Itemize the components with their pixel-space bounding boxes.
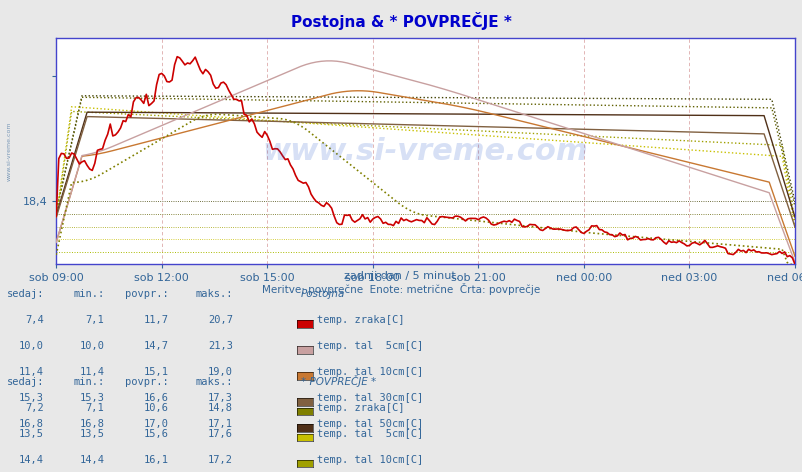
- Text: 13,5: 13,5: [19, 429, 44, 438]
- Text: sedaj:: sedaj:: [6, 289, 44, 299]
- Text: 10,0: 10,0: [79, 341, 104, 351]
- Text: Meritve: povprečne  Enote: metrične  Črta: povprečje: Meritve: povprečne Enote: metrične Črta:…: [262, 283, 540, 295]
- Text: zadnji dan / 5 minut.: zadnji dan / 5 minut.: [343, 271, 459, 281]
- Text: 7,1: 7,1: [86, 315, 104, 325]
- Text: 15,1: 15,1: [144, 367, 168, 377]
- Text: 11,4: 11,4: [19, 367, 44, 377]
- Text: 7,2: 7,2: [26, 403, 44, 413]
- Text: 21,3: 21,3: [208, 341, 233, 351]
- Text: maks.:: maks.:: [195, 289, 233, 299]
- Text: povpr.:: povpr.:: [125, 377, 168, 387]
- Text: 20,7: 20,7: [208, 315, 233, 325]
- Text: temp. tal 50cm[C]: temp. tal 50cm[C]: [317, 419, 423, 429]
- Text: temp. zraka[C]: temp. zraka[C]: [317, 403, 404, 413]
- Text: temp. tal  5cm[C]: temp. tal 5cm[C]: [317, 429, 423, 438]
- Text: min.:: min.:: [73, 377, 104, 387]
- Text: 17,6: 17,6: [208, 429, 233, 438]
- Text: Postojna: Postojna: [301, 289, 345, 299]
- Text: 15,3: 15,3: [19, 393, 44, 403]
- Text: 16,8: 16,8: [19, 419, 44, 429]
- Text: 16,8: 16,8: [79, 419, 104, 429]
- Text: temp. zraka[C]: temp. zraka[C]: [317, 315, 404, 325]
- Text: www.si-vreme.com: www.si-vreme.com: [7, 121, 12, 181]
- Text: 17,0: 17,0: [144, 419, 168, 429]
- Text: 10,0: 10,0: [19, 341, 44, 351]
- Text: temp. tal 10cm[C]: temp. tal 10cm[C]: [317, 455, 423, 464]
- Text: 16,1: 16,1: [144, 455, 168, 464]
- Text: 19,0: 19,0: [208, 367, 233, 377]
- Text: min.:: min.:: [73, 289, 104, 299]
- Text: 14,4: 14,4: [19, 455, 44, 464]
- Text: 11,7: 11,7: [144, 315, 168, 325]
- Text: 14,4: 14,4: [79, 455, 104, 464]
- Text: 15,3: 15,3: [79, 393, 104, 403]
- Text: 17,3: 17,3: [208, 393, 233, 403]
- Text: www.si-vreme.com: www.si-vreme.com: [262, 136, 588, 166]
- Text: temp. tal  5cm[C]: temp. tal 5cm[C]: [317, 341, 423, 351]
- Text: 17,2: 17,2: [208, 455, 233, 464]
- Text: 15,6: 15,6: [144, 429, 168, 438]
- Text: 10,6: 10,6: [144, 403, 168, 413]
- Text: maks.:: maks.:: [195, 377, 233, 387]
- Text: 14,8: 14,8: [208, 403, 233, 413]
- Text: 13,5: 13,5: [79, 429, 104, 438]
- Text: 7,4: 7,4: [26, 315, 44, 325]
- Text: sedaj:: sedaj:: [6, 377, 44, 387]
- Text: povpr.:: povpr.:: [125, 289, 168, 299]
- Text: 14,7: 14,7: [144, 341, 168, 351]
- Text: 11,4: 11,4: [79, 367, 104, 377]
- Text: Postojna & * POVPREČJE *: Postojna & * POVPREČJE *: [290, 12, 512, 30]
- Text: 7,1: 7,1: [86, 403, 104, 413]
- Text: 16,6: 16,6: [144, 393, 168, 403]
- Text: * POVPREČJE *: * POVPREČJE *: [301, 375, 376, 387]
- Text: 17,1: 17,1: [208, 419, 233, 429]
- Text: temp. tal 30cm[C]: temp. tal 30cm[C]: [317, 393, 423, 403]
- Text: temp. tal 10cm[C]: temp. tal 10cm[C]: [317, 367, 423, 377]
